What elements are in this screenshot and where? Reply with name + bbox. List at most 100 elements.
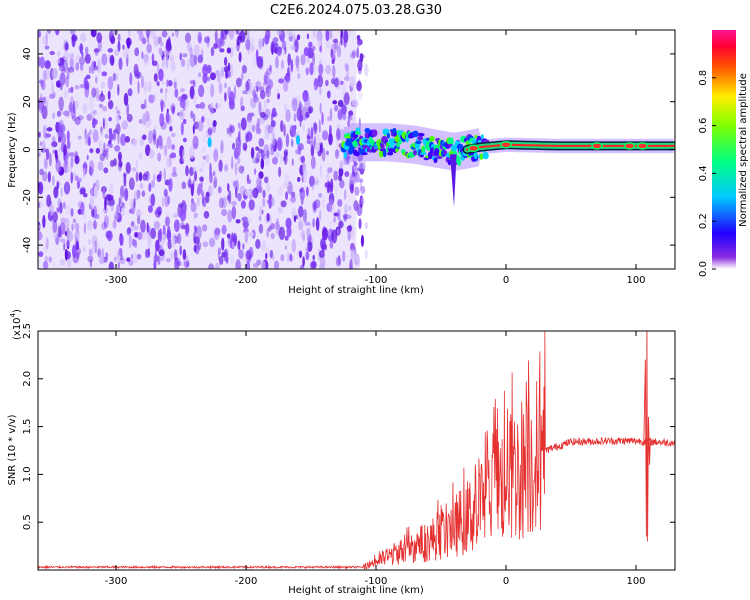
noise-speckle (353, 253, 360, 266)
noise-speckle (118, 197, 121, 205)
noise-speckle (103, 142, 106, 150)
noise-speckle (138, 171, 143, 182)
noise-speckle (141, 37, 147, 45)
noise-speckle (144, 58, 149, 68)
noise-speckle (247, 218, 252, 223)
noise-speckle (227, 62, 231, 73)
noise-speckle (120, 133, 127, 146)
noise-speckle (234, 180, 239, 193)
noise-speckle (104, 220, 107, 229)
noise-speckle (84, 53, 91, 64)
noise-speckle (97, 38, 102, 52)
noise-speckle (180, 224, 187, 230)
noise-speckle (189, 166, 194, 176)
spectrogram-x-tick-label: -200 (235, 275, 258, 286)
noise-speckle (207, 76, 211, 82)
noise-speckle (47, 171, 51, 183)
noise-speckle (233, 85, 237, 99)
noise-speckle (153, 35, 159, 47)
noise-speckle (93, 109, 98, 116)
noise-speckle (284, 103, 287, 112)
noise-speckle (343, 30, 349, 44)
noise-speckle (157, 152, 162, 162)
noise-speckle (240, 117, 247, 131)
noise-speckle (298, 220, 304, 231)
noise-speckle (284, 245, 287, 250)
noise-speckle (133, 138, 138, 147)
spectrogram-x-label: Height of straight line (km) (288, 285, 424, 296)
noise-speckle (321, 243, 326, 253)
noise-speckle (341, 82, 347, 97)
noise-speckle (278, 226, 286, 240)
noise-speckle (226, 47, 232, 54)
noise-speckle (45, 68, 51, 80)
noise-speckle (82, 192, 88, 198)
noise-speckle (209, 102, 214, 116)
noise-speckle (264, 135, 270, 140)
noise-speckle (105, 193, 112, 201)
noise-speckle (88, 65, 91, 74)
colorbar-tick-label: 0.4 (698, 165, 709, 181)
noise-speckle (179, 209, 187, 222)
noise-speckle (262, 189, 266, 199)
noise-speckle (174, 88, 179, 98)
noise-speckle (221, 30, 228, 40)
noise-speckle (167, 80, 173, 87)
noise-speckle (336, 228, 340, 236)
noise-speckle (72, 253, 79, 264)
snr-panel: -300 -200 -100 0 100 0.5 1.0 1.5 2.0 2.5 Height … (7, 309, 676, 596)
noise-speckle (64, 204, 71, 215)
noise-speckle (58, 122, 63, 137)
noise-speckle (182, 137, 187, 143)
figure-title: C2E6.2024.075.03.28.G30 (270, 3, 442, 18)
noise-speckle (302, 256, 305, 267)
noise-speckle (57, 51, 61, 57)
noise-speckle (261, 209, 264, 214)
noise-speckle (309, 62, 314, 76)
noise-speckle (93, 185, 98, 198)
signal-spike (450, 154, 457, 207)
noise-speckle (55, 159, 62, 173)
noise-speckle (310, 260, 317, 269)
noise-speckle (265, 232, 269, 237)
noise-speckle (325, 30, 330, 42)
noise-speckle (238, 51, 242, 63)
noise-speckle (150, 193, 156, 207)
noise-speckle (156, 81, 160, 87)
noise-speckle (38, 30, 42, 38)
noise-speckle (300, 155, 305, 164)
noise-speckle (48, 30, 52, 35)
noise-speckle (348, 206, 352, 211)
noise-speckle (43, 157, 48, 170)
noise-speckle (235, 30, 239, 35)
noise-speckle (150, 30, 156, 40)
noise-speckle (266, 67, 272, 76)
noise-speckle (276, 217, 279, 228)
noise-speckle (83, 222, 86, 234)
noise-speckle (133, 197, 136, 208)
noise-speckle (126, 257, 131, 262)
noise-speckle (196, 196, 200, 207)
noise-speckle (96, 135, 100, 141)
noise-speckle (38, 251, 44, 257)
noise-speckle (319, 250, 325, 259)
noise-speckle (129, 72, 133, 86)
noise-speckle (138, 119, 143, 124)
noise-speckle (146, 43, 152, 54)
noise-speckle (193, 54, 198, 66)
noise-speckle (109, 54, 115, 66)
noise-speckle (88, 160, 95, 174)
noise-speckle (114, 49, 120, 56)
noise-speckle (328, 133, 333, 146)
noise-speckle (256, 85, 259, 93)
noise-speckle (294, 124, 297, 131)
noise-speckle (167, 195, 171, 205)
noise-speckle (197, 183, 203, 194)
noise-speckle (235, 186, 238, 199)
noise-speckle (66, 130, 70, 142)
noise-speckle (39, 56, 45, 69)
noise-speckle (117, 261, 121, 269)
snr-series (38, 331, 675, 570)
signal-blob (364, 132, 369, 139)
